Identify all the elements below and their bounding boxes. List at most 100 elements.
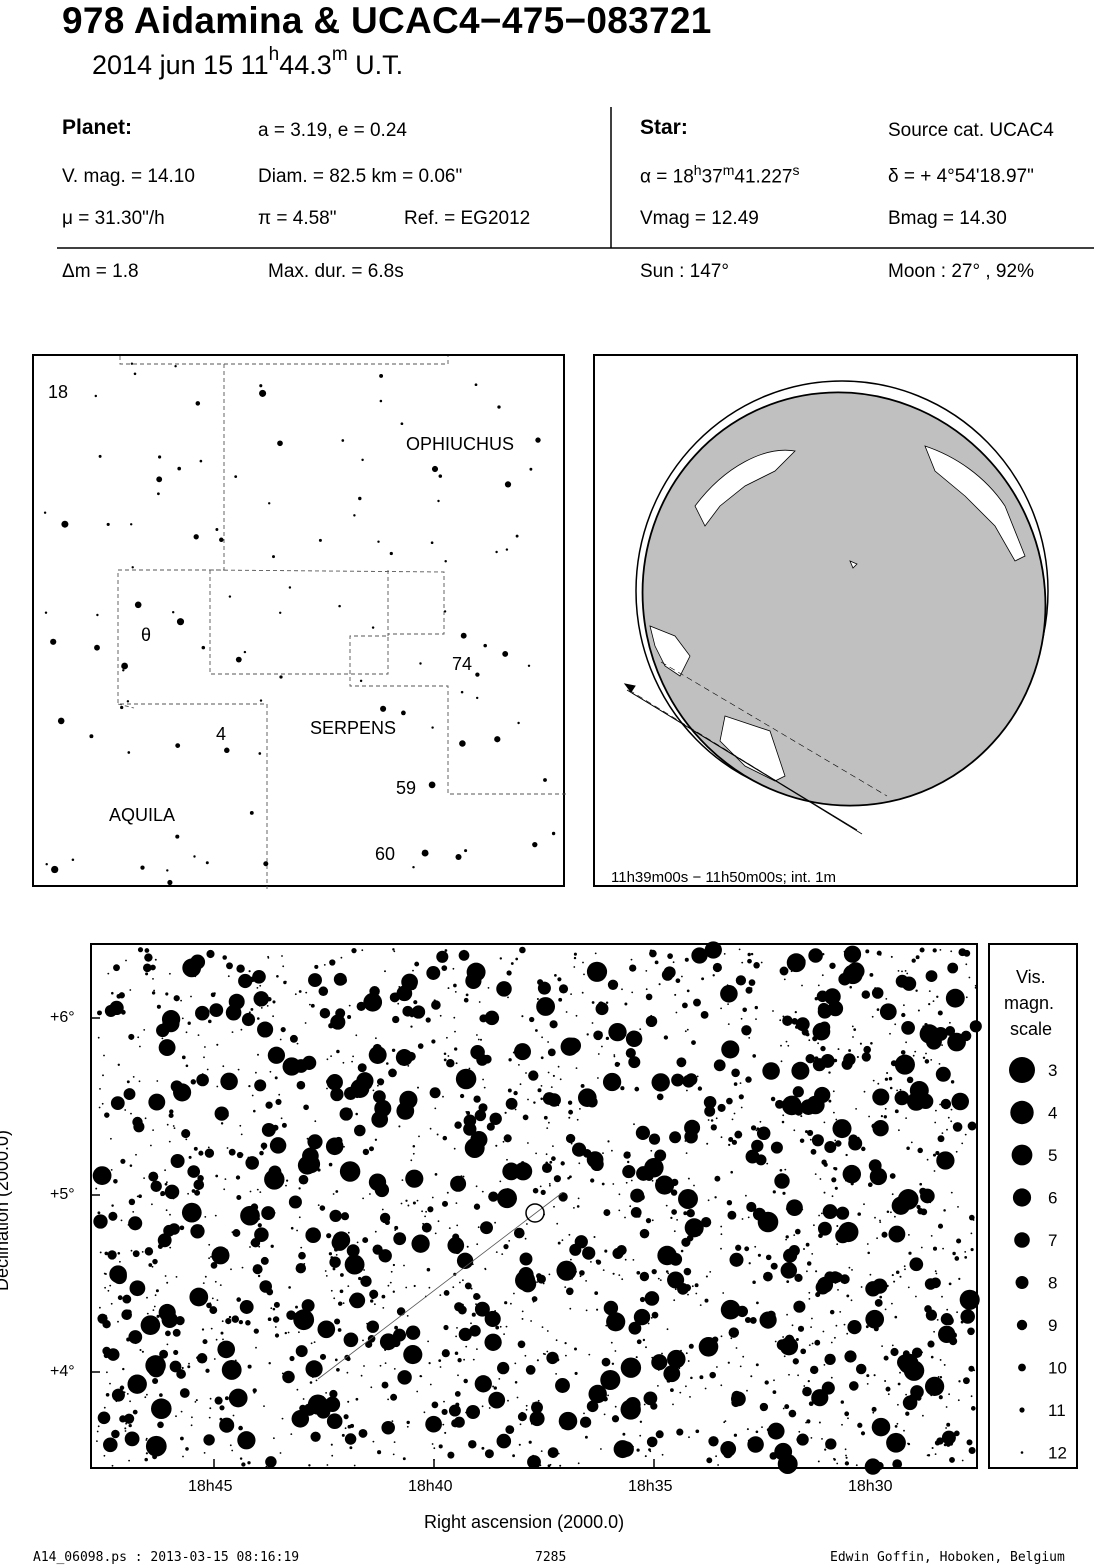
field-star [822, 1204, 838, 1220]
field-star [670, 1216, 673, 1220]
field-star [156, 1314, 160, 1318]
field-star [257, 1274, 261, 1278]
field-star [780, 1044, 782, 1047]
field-star [788, 1409, 797, 1418]
field-star [286, 1179, 289, 1182]
field-star [790, 970, 793, 973]
field-star [305, 1360, 323, 1378]
field-star [569, 1175, 572, 1179]
field-star [426, 1267, 431, 1272]
y-tick-4: +4° [50, 1363, 75, 1380]
field-star [729, 1252, 744, 1267]
field-star [624, 1216, 626, 1219]
field-star [873, 1326, 879, 1332]
field-star [527, 1142, 529, 1144]
field-star [303, 1104, 309, 1111]
field-star [110, 1096, 125, 1110]
field-star [939, 1375, 943, 1379]
field-star [253, 1109, 256, 1113]
field-star [956, 1238, 962, 1244]
field-star [748, 1262, 751, 1265]
field-star [837, 1289, 839, 1291]
field-star [655, 1430, 664, 1439]
field-star [447, 1237, 465, 1254]
field-star [507, 1399, 509, 1402]
field-star [298, 1187, 301, 1190]
field-star [471, 1263, 474, 1266]
field-star [890, 1347, 899, 1357]
field-star [625, 1030, 643, 1048]
field-star [228, 1148, 236, 1156]
field-star [521, 1317, 524, 1320]
field-star [579, 1275, 582, 1278]
field-star [649, 949, 653, 953]
field-star [879, 1003, 897, 1021]
field-star [569, 1307, 572, 1310]
field-star [755, 1018, 757, 1020]
field-star [100, 1176, 103, 1178]
field-star [860, 1286, 863, 1288]
field-star [783, 978, 786, 981]
field-star [922, 1414, 924, 1417]
field-star [532, 1187, 539, 1194]
field-star [289, 1034, 298, 1043]
legend-mark-mag-3 [1009, 1057, 1035, 1083]
legend-mark-mag-8 [1015, 1276, 1029, 1289]
field-star [328, 1162, 333, 1167]
field-star [185, 1064, 189, 1068]
field-star [405, 1169, 424, 1188]
field-star [566, 1287, 574, 1296]
field-star [639, 1228, 650, 1239]
field-star [540, 1189, 546, 1195]
field-star [685, 1352, 688, 1355]
field-star [361, 949, 364, 952]
field-star [211, 1246, 230, 1265]
field-star [773, 1379, 775, 1382]
field-star [173, 995, 180, 1002]
field-star [97, 1313, 108, 1324]
field-star [339, 1107, 353, 1121]
field-star [236, 1195, 242, 1200]
field-star [284, 980, 287, 983]
field-star [347, 1400, 350, 1403]
field-star [522, 1114, 529, 1121]
field-star [258, 1245, 261, 1248]
field-star [272, 1000, 276, 1004]
field-star [352, 1055, 354, 1058]
field-star [546, 1330, 549, 1332]
field-star [219, 1417, 235, 1433]
field-star [818, 1233, 823, 1239]
field-star [633, 1123, 635, 1126]
field-star [453, 1416, 465, 1428]
field-star [557, 1065, 560, 1068]
field-star [325, 1392, 327, 1394]
map-star [96, 613, 99, 617]
field-star [744, 1246, 750, 1252]
field-star [144, 953, 153, 962]
field-star [612, 1183, 615, 1185]
field-star [495, 1251, 498, 1253]
field-star [709, 1371, 716, 1379]
field-star [811, 1317, 813, 1320]
footer-author: Edwin Goffin, Hoboken, Belgium [830, 1550, 1065, 1565]
field-star [784, 1404, 790, 1410]
field-star [220, 1331, 224, 1335]
field-star [935, 1066, 951, 1082]
field-star [585, 1309, 588, 1312]
map-star [140, 865, 145, 870]
field-star [925, 970, 938, 982]
field-star [237, 1068, 240, 1071]
field-star [819, 1067, 822, 1070]
field-star [738, 1094, 744, 1100]
field-star [423, 1411, 426, 1414]
field-star [844, 1461, 850, 1466]
field-star [222, 1065, 225, 1068]
field-star [794, 1228, 801, 1235]
field-star [476, 1140, 479, 1142]
field-star [145, 1452, 148, 1455]
field-star [496, 1433, 512, 1449]
field-star [955, 1150, 958, 1153]
field-star [547, 1048, 556, 1057]
field-star [428, 1286, 431, 1289]
field-star [158, 1303, 176, 1322]
